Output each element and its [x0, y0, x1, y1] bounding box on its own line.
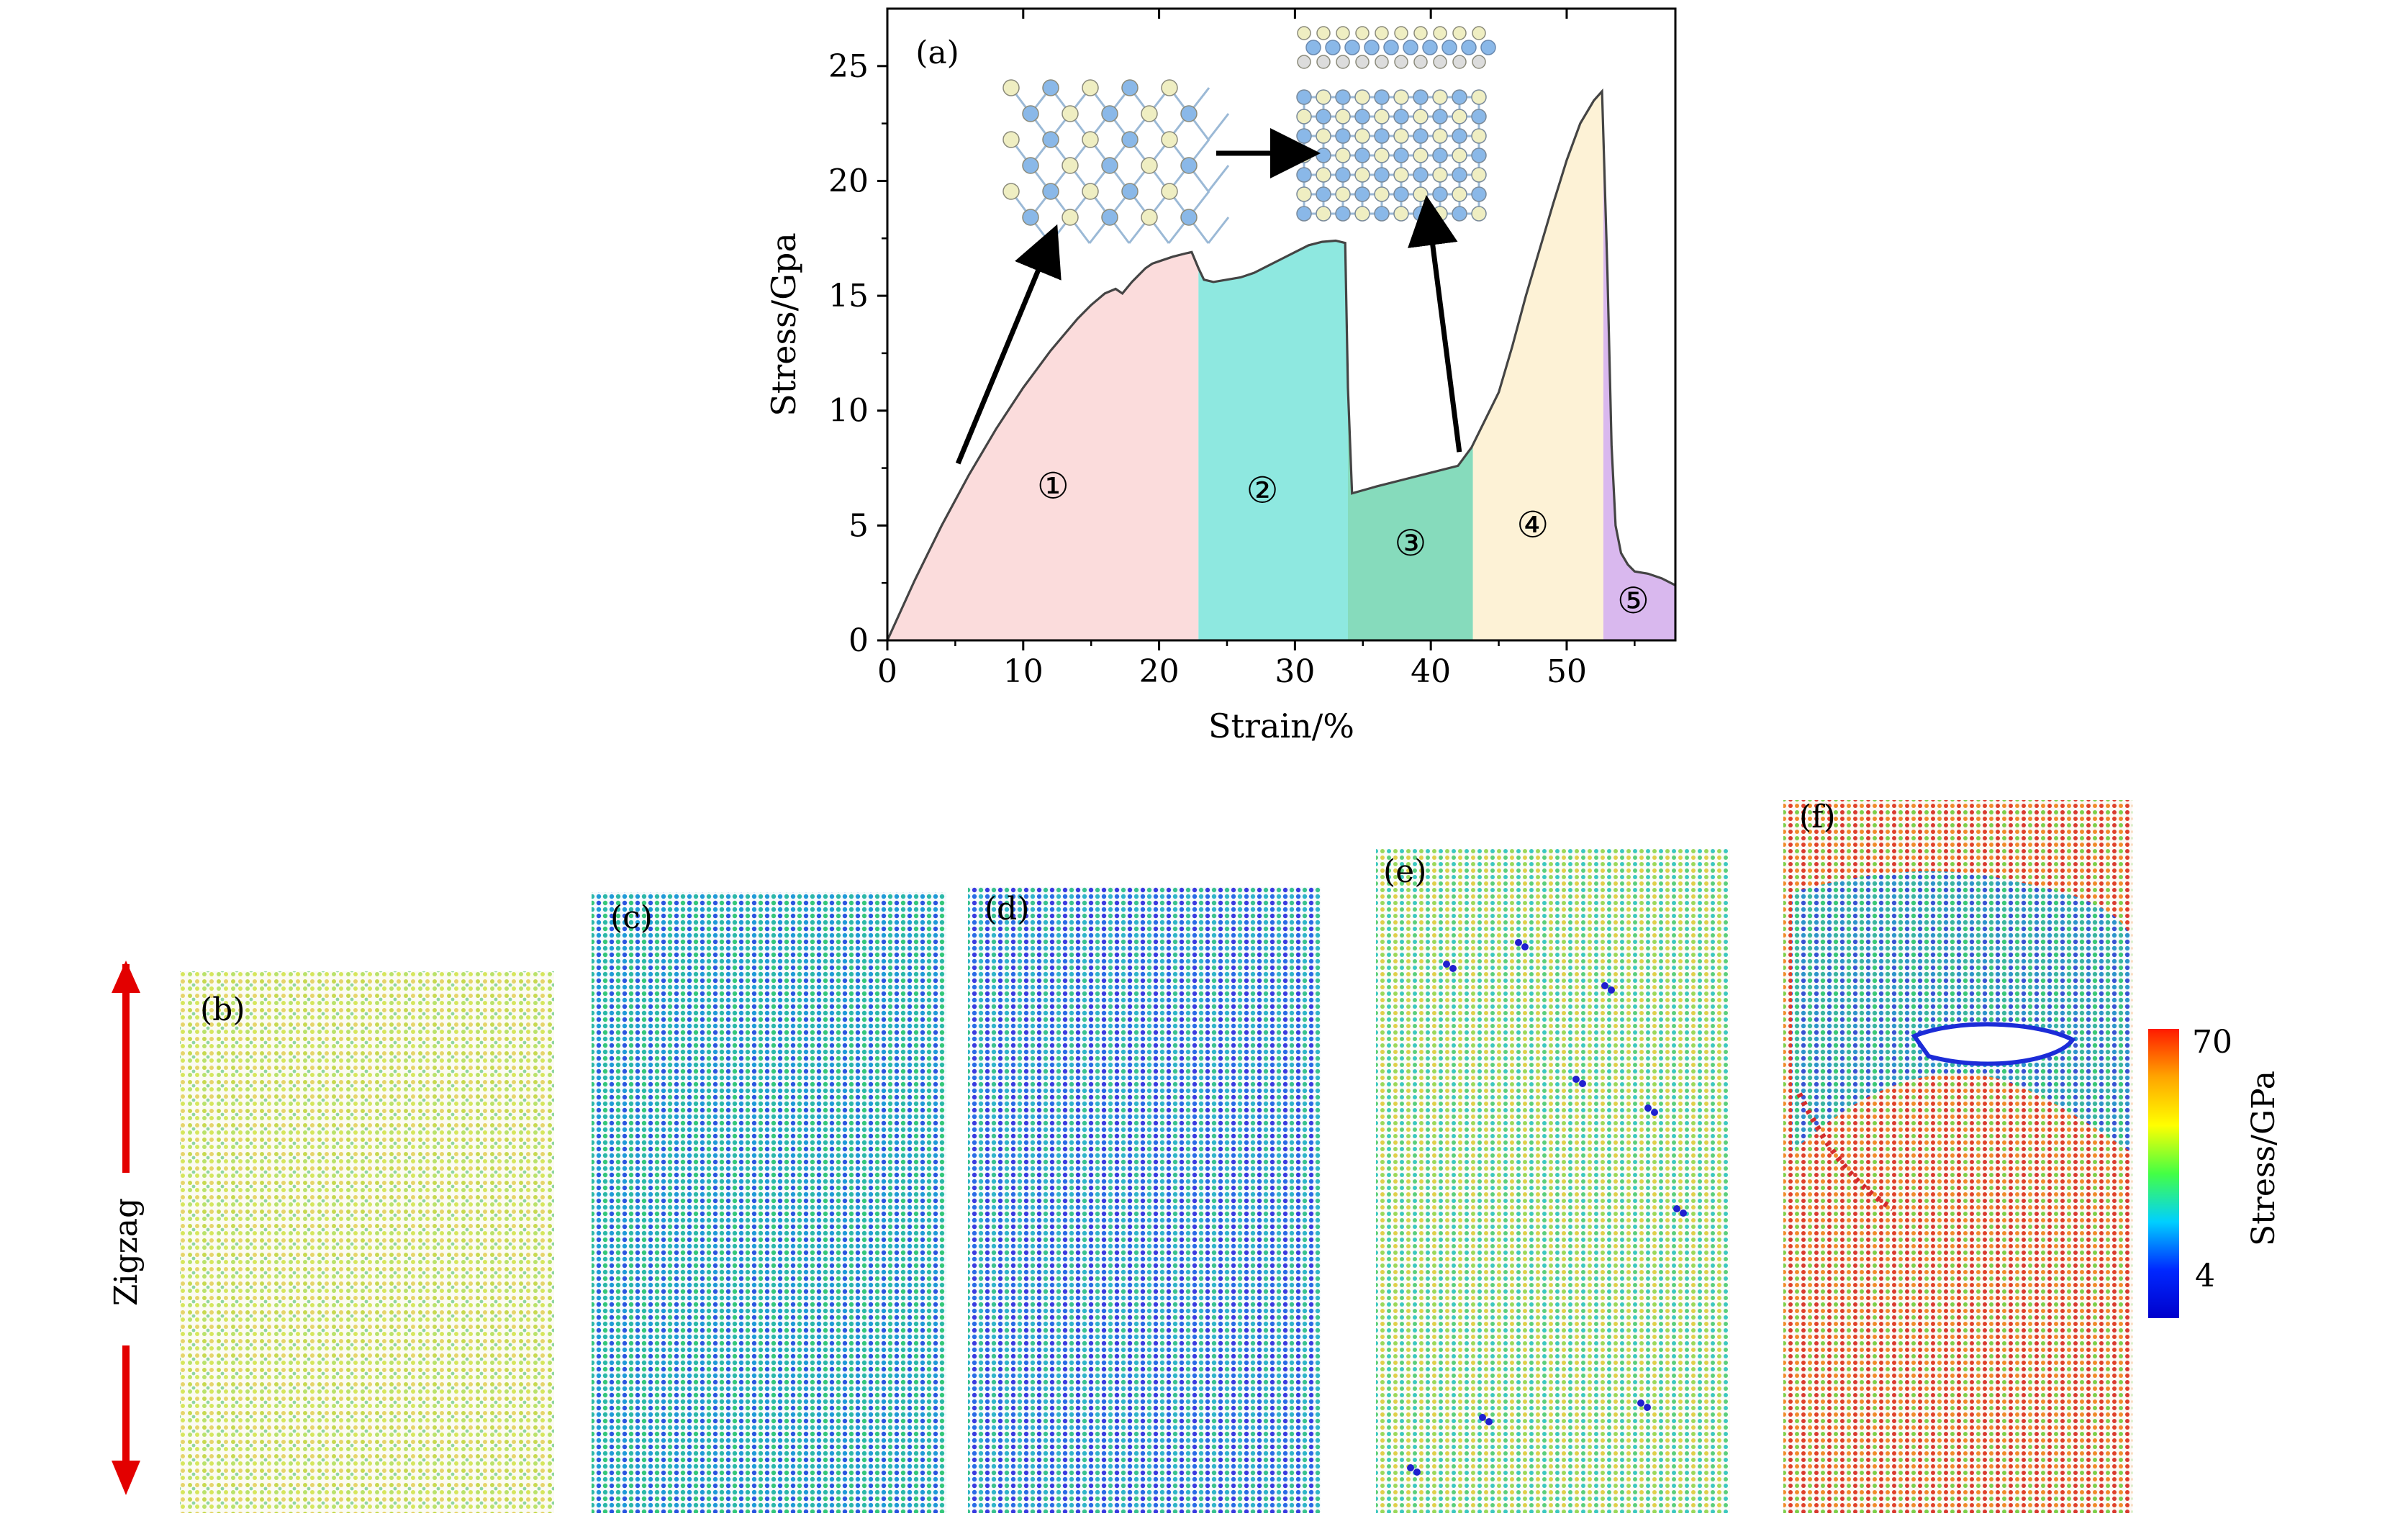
- panel-label-a: (a): [915, 35, 959, 71]
- region-labels: ① ② ③ ④ ⑤: [1037, 465, 1649, 622]
- stress-strain-chart: 0 10 20 30 40 50 0 5 10 15 20 25 Strain/% Stress/G…: [764, 7, 1677, 745]
- region-4-fill: [1472, 91, 1603, 640]
- stress-map-e: (e): [1376, 849, 1730, 1516]
- y-tick-label: 15: [828, 278, 869, 314]
- square-structure-inset: [1296, 89, 1487, 222]
- colorbar-max-label: 70: [2192, 1024, 2232, 1061]
- y-tick-label: 10: [828, 393, 869, 430]
- region-3-fill: [1348, 387, 1473, 640]
- x-tick-label: 40: [1411, 653, 1451, 690]
- panel-label-c: (c): [610, 899, 653, 936]
- x-axis-label: Strain/%: [1208, 707, 1354, 745]
- y-tick-label: 5: [848, 507, 869, 544]
- panel-label-f: (f): [1799, 799, 1836, 835]
- stress-map-b: (b): [180, 971, 554, 1516]
- zigzag-label: Zigzag: [108, 1198, 145, 1306]
- arrowhead-up: [112, 961, 140, 993]
- region-4-label: ④: [1516, 504, 1549, 546]
- pointer-arrow: [955, 224, 1062, 465]
- panel-label-b: (b): [200, 991, 245, 1028]
- region-2-label: ②: [1246, 470, 1279, 512]
- region-1-label: ①: [1037, 465, 1069, 507]
- x-axis-ticks: 0 10 20 30 40 50: [877, 9, 1636, 690]
- x-tick-label: 0: [877, 653, 897, 690]
- y-tick-label: 25: [828, 48, 869, 85]
- region-1-fill: [887, 252, 1199, 640]
- hexagonal-structure-inset: [1002, 79, 1230, 244]
- panel-label-e: (e): [1383, 853, 1426, 890]
- stress-map-c: (c): [592, 892, 946, 1516]
- y-tick-label: 20: [828, 163, 869, 199]
- y-axis-ticks: 0 5 10 15 20 25: [828, 48, 887, 659]
- panel-label-d: (d): [985, 891, 1030, 927]
- stress-strain-curve: [886, 88, 1676, 641]
- stress-map-d: (d): [968, 887, 1321, 1516]
- x-tick-label: 50: [1547, 653, 1587, 690]
- region-2-fill: [1198, 240, 1349, 640]
- x-tick-label: 30: [1275, 653, 1315, 690]
- strain-regions: [887, 91, 1675, 640]
- stress-colorbar: 70 4 Stress/GPa: [2148, 1024, 2282, 1318]
- y-tick-label: 0: [848, 622, 869, 659]
- colorbar-title: Stress/GPa: [2245, 1071, 2282, 1246]
- arrowhead-down: [112, 1461, 140, 1495]
- colorbar-min-label: 4: [2195, 1258, 2215, 1294]
- x-tick-label: 10: [1003, 653, 1044, 690]
- zigzag-direction-indicator: Zigzag: [108, 961, 145, 1495]
- region-5-fill: [1603, 137, 1675, 640]
- plot-frame: [886, 7, 1677, 642]
- region-5-label: ⑤: [1617, 580, 1649, 622]
- side-view-structure-inset: [1297, 26, 1496, 69]
- stress-map-f: (f): [1783, 799, 2132, 1516]
- colorbar-gradient: [2148, 1029, 2179, 1318]
- region-3-label: ③: [1394, 522, 1426, 564]
- pointer-arrow: [1408, 195, 1462, 453]
- y-axis-label: Stress/Gpa: [764, 232, 803, 417]
- pointer-arrows: [955, 195, 1462, 465]
- stress-maps: (b) (c) (d) (e) (f): [180, 799, 2132, 1516]
- x-tick-label: 20: [1139, 653, 1180, 690]
